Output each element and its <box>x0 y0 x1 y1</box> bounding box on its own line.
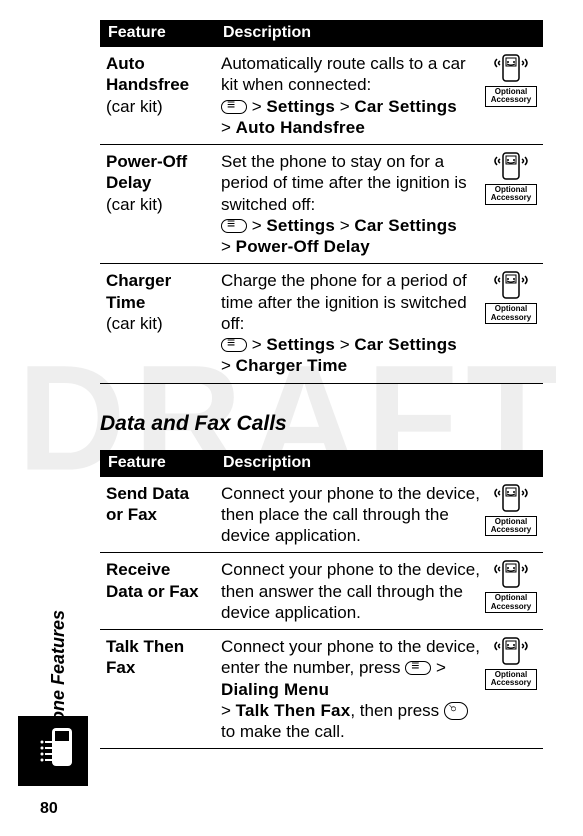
accessory-label: OptionalAccessory <box>485 86 537 107</box>
menu-path: Car Settings <box>354 335 457 354</box>
feature-cell: Talk Then Fax <box>100 630 215 749</box>
description-cell: OptionalAccessory Connect your phone to … <box>215 630 543 749</box>
data-fax-table: Feature Description Send Data or Fax <box>100 450 543 750</box>
menu-path: Auto Handsfree <box>236 118 365 137</box>
description-cell: OptionalAccessory Connect your phone to … <box>215 553 543 630</box>
menu-key-icon <box>221 100 247 114</box>
feature-sub: (car kit) <box>106 195 163 214</box>
feature-name: Talk Then Fax <box>106 637 184 677</box>
description-cell: OptionalAccessory Automatically route ca… <box>215 47 543 145</box>
feature-name: Power-Off Delay <box>106 152 187 192</box>
menu-path: Talk Then Fax <box>236 701 351 720</box>
menu-key-icon <box>221 338 247 352</box>
sidebar-phone-icon <box>18 716 88 786</box>
menu-path: Car Settings <box>354 216 457 235</box>
accessory-label: OptionalAccessory <box>485 592 537 613</box>
optional-accessory-badge: OptionalAccessory <box>485 483 537 537</box>
description-cell: OptionalAccessory Connect your phone to … <box>215 476 543 553</box>
menu-path: Car Settings <box>354 97 457 116</box>
optional-accessory-badge: OptionalAccessory <box>485 270 537 324</box>
desc-text: Connect your phone to the device, then p… <box>221 484 480 546</box>
table-header-row: Feature Description <box>100 450 543 477</box>
phone-accessory-icon <box>491 483 531 515</box>
accessory-label: OptionalAccessory <box>485 516 537 537</box>
menu-path: Settings <box>266 216 335 235</box>
menu-path: Settings <box>266 335 335 354</box>
optional-accessory-badge: OptionalAccessory <box>485 636 537 690</box>
feature-sub: (car kit) <box>106 314 163 333</box>
page-content: Feature Description Auto Handsfree (car … <box>0 0 583 769</box>
feature-name: Receive Data or Fax <box>106 560 199 600</box>
col-description-header: Description <box>215 450 543 477</box>
table-row: Receive Data or Fax Optional <box>100 553 543 630</box>
desc-text: Automatically route calls to a car kit w… <box>221 54 466 94</box>
desc-text: to make the call. <box>221 722 345 741</box>
car-kit-table: Feature Description Auto Handsfree (car … <box>100 20 543 384</box>
menu-key-icon <box>221 219 247 233</box>
desc-text: Connect your phone to the device, enter … <box>221 637 480 677</box>
table-header-row: Feature Description <box>100 20 543 47</box>
phone-accessory-icon <box>491 53 531 85</box>
feature-cell: Power-Off Delay (car kit) <box>100 145 215 264</box>
feature-name: Send Data or Fax <box>106 484 189 524</box>
col-feature-header: Feature <box>100 20 215 47</box>
menu-path: Power-Off Delay <box>236 237 370 256</box>
feature-sub: (car kit) <box>106 97 163 116</box>
accessory-label: OptionalAccessory <box>485 184 537 205</box>
table-row: Send Data or Fax OptionalAcc <box>100 476 543 553</box>
table-row: Charger Time (car kit) <box>100 264 543 383</box>
desc-text: Charge the phone for a period of time af… <box>221 271 467 333</box>
menu-path: Settings <box>266 97 335 116</box>
feature-cell: Charger Time (car kit) <box>100 264 215 383</box>
desc-text: Set the phone to stay on for a period of… <box>221 152 467 214</box>
table-row: Auto Handsfree (car kit) <box>100 47 543 145</box>
phone-accessory-icon <box>491 270 531 302</box>
feature-cell: Auto Handsfree (car kit) <box>100 47 215 145</box>
accessory-label: OptionalAccessory <box>485 303 537 324</box>
menu-path: Charger Time <box>236 356 348 375</box>
feature-cell: Send Data or Fax <box>100 476 215 553</box>
feature-name: Auto Handsfree <box>106 54 189 94</box>
description-cell: OptionalAccessory Charge the phone for a… <box>215 264 543 383</box>
description-cell: OptionalAccessory Set the phone to stay … <box>215 145 543 264</box>
desc-text: , then press <box>350 701 444 720</box>
feature-name: Charger Time <box>106 271 171 311</box>
optional-accessory-badge: OptionalAccessory <box>485 53 537 107</box>
menu-path: Dialing Menu <box>221 680 329 699</box>
call-key-icon <box>444 702 468 720</box>
menu-key-icon <box>405 661 431 675</box>
accessory-label: OptionalAccessory <box>485 669 537 690</box>
phone-accessory-icon <box>491 151 531 183</box>
phone-accessory-icon <box>491 559 531 591</box>
col-feature-header: Feature <box>100 450 215 477</box>
optional-accessory-badge: OptionalAccessory <box>485 151 537 205</box>
optional-accessory-badge: OptionalAccessory <box>485 559 537 613</box>
desc-text: Connect your phone to the device, then a… <box>221 560 480 622</box>
table-row: Power-Off Delay (car kit) <box>100 145 543 264</box>
page-number: 80 <box>40 800 58 818</box>
section-heading: Data and Fax Calls <box>100 412 543 436</box>
feature-cell: Receive Data or Fax <box>100 553 215 630</box>
table-row: Talk Then Fax OptionalAccess <box>100 630 543 749</box>
col-description-header: Description <box>215 20 543 47</box>
phone-accessory-icon <box>491 636 531 668</box>
